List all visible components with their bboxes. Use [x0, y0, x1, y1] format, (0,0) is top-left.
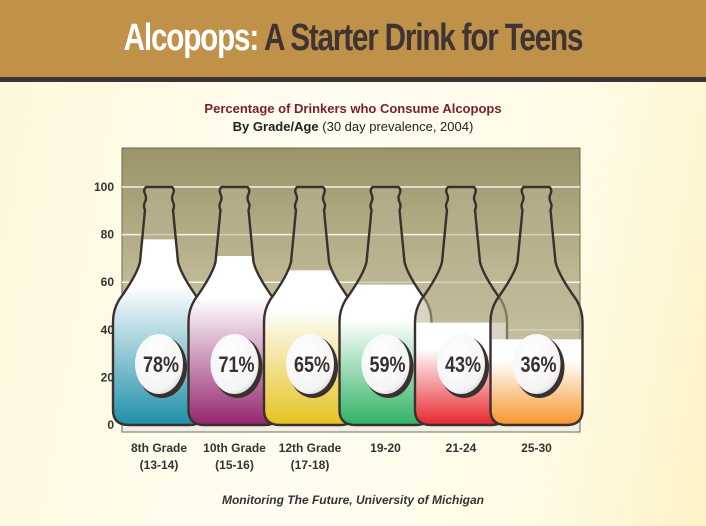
y-tick-label: 60 — [101, 275, 115, 289]
page-title: Alcopops: A Starter Drink for Teens — [78, 14, 629, 62]
y-tick-label: 0 — [107, 418, 114, 432]
y-tick-label: 100 — [94, 180, 114, 194]
chart-subtitle-bold: By Grade/Age — [232, 119, 319, 134]
x-category-label: 8th Grade (13-14) — [130, 441, 187, 472]
chart-title: Percentage of Drinkers who Consume Alcop… — [204, 101, 502, 116]
value-label: 36% — [520, 353, 556, 377]
banner-divider — [0, 77, 706, 82]
y-tick-label: 80 — [101, 228, 115, 242]
y-tick-label: 20 — [101, 370, 115, 384]
bottle-bar: 36% — [489, 185, 584, 427]
value-label: 78% — [143, 353, 179, 377]
chart-subtitle: By Grade/Age (30 day prevalence, 2004) — [0, 119, 706, 134]
x-category-label: 21-24 — [445, 441, 477, 455]
y-tick-label: 40 — [101, 323, 115, 337]
source-citation: Monitoring The Future, University of Mic… — [221, 493, 484, 507]
value-label: 59% — [369, 353, 405, 377]
chart-subtitle-rest: (30 day prevalence, 2004) — [318, 119, 474, 134]
title-banner — [0, 0, 706, 77]
value-label: 65% — [294, 353, 330, 377]
title-rest: A Starter Drink for Teens — [258, 17, 583, 59]
title-highlight: Alcopops: — [123, 17, 260, 59]
x-category-label: 12th Grade (17-18) — [278, 441, 342, 472]
x-category-label: 25-30 — [521, 441, 552, 455]
value-label: 43% — [445, 353, 481, 377]
x-category-label: 10th Grade (15-16) — [203, 441, 266, 472]
bottle-bar: 65% — [262, 185, 358, 427]
value-label: 71% — [218, 353, 254, 377]
x-category-label: 19-20 — [370, 441, 401, 455]
